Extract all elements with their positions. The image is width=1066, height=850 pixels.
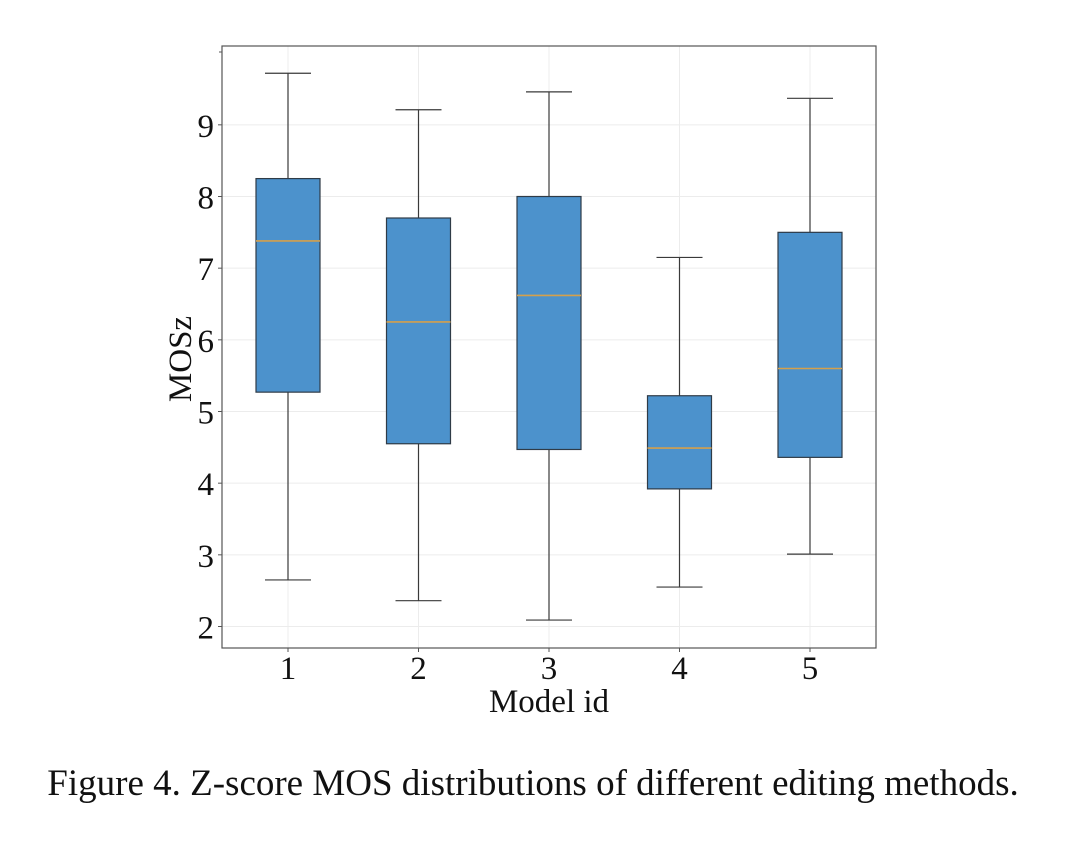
box-group-3 [516, 91, 582, 621]
x-tick-label: 2 [410, 651, 427, 687]
axis-layer: 2 3 4 5 6 7 8 9 1 2 3 4 5 [198, 51, 819, 687]
x-tick-label: 1 [280, 651, 297, 687]
box-layer [255, 72, 843, 621]
y-tick-label: 2 [198, 611, 215, 647]
box-group-4 [646, 256, 713, 588]
x-tick-label: 5 [802, 651, 819, 687]
iqr-box [646, 395, 713, 490]
x-axis-label: Model id [489, 684, 610, 720]
y-tick-label: 9 [198, 109, 215, 145]
box-group-5 [777, 97, 843, 555]
y-tick-label: 3 [198, 539, 215, 575]
figure-caption: Figure 4. Z-score MOS distributions of d… [47, 763, 1019, 804]
boxplot-chart: 2 3 4 5 6 7 8 9 1 2 3 4 5 Model id MOSz [163, 45, 877, 720]
y-tick-label: 8 [198, 181, 215, 217]
iqr-box [385, 217, 452, 445]
x-tick-label: 4 [671, 651, 688, 687]
box-group-1 [255, 72, 321, 581]
y-tick-label: 7 [198, 252, 215, 288]
y-tick-label: 5 [198, 396, 215, 432]
y-axis-label: MOSz [163, 316, 199, 402]
x-tick-label: 3 [541, 651, 558, 687]
box-group-2 [385, 109, 452, 602]
y-tick-label: 6 [198, 324, 215, 360]
iqr-box [255, 177, 321, 393]
y-tick-label: 4 [198, 467, 215, 503]
iqr-box [777, 231, 843, 458]
iqr-box [516, 195, 582, 451]
